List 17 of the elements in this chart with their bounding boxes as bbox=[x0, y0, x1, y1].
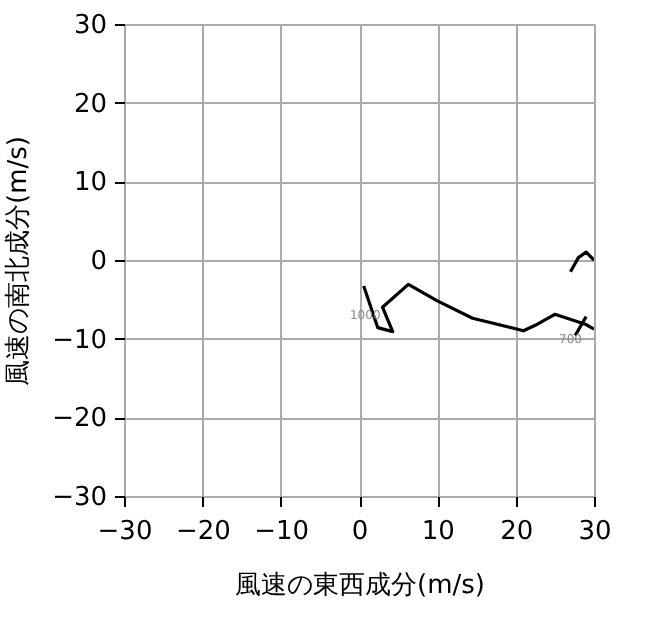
x-tick-label: 10 bbox=[421, 517, 455, 547]
y-tick-label: 0 bbox=[90, 247, 107, 277]
y-axis-title: 風速の南北成分(m/s) bbox=[4, 136, 35, 386]
x-tick-label: 30 bbox=[578, 517, 612, 547]
x-tick-label: 20 bbox=[500, 517, 534, 547]
y-tick-label: 20 bbox=[73, 89, 107, 120]
y-tick-label: 10 bbox=[73, 168, 107, 199]
x-tick-label: −30 bbox=[97, 517, 153, 547]
y-tick-label: −20 bbox=[52, 404, 107, 435]
y-tick-label: −30 bbox=[52, 483, 107, 513]
line-series bbox=[568, 250, 594, 274]
y-tick-label: 30 bbox=[73, 11, 107, 41]
x-tick-label: −20 bbox=[175, 517, 231, 547]
x-axis-title: 風速の東西成分(m/s) bbox=[235, 571, 485, 601]
y-tick-label: −10 bbox=[52, 325, 107, 356]
x-tick-label: −10 bbox=[254, 517, 310, 547]
x-tick-label: 0 bbox=[351, 517, 369, 547]
